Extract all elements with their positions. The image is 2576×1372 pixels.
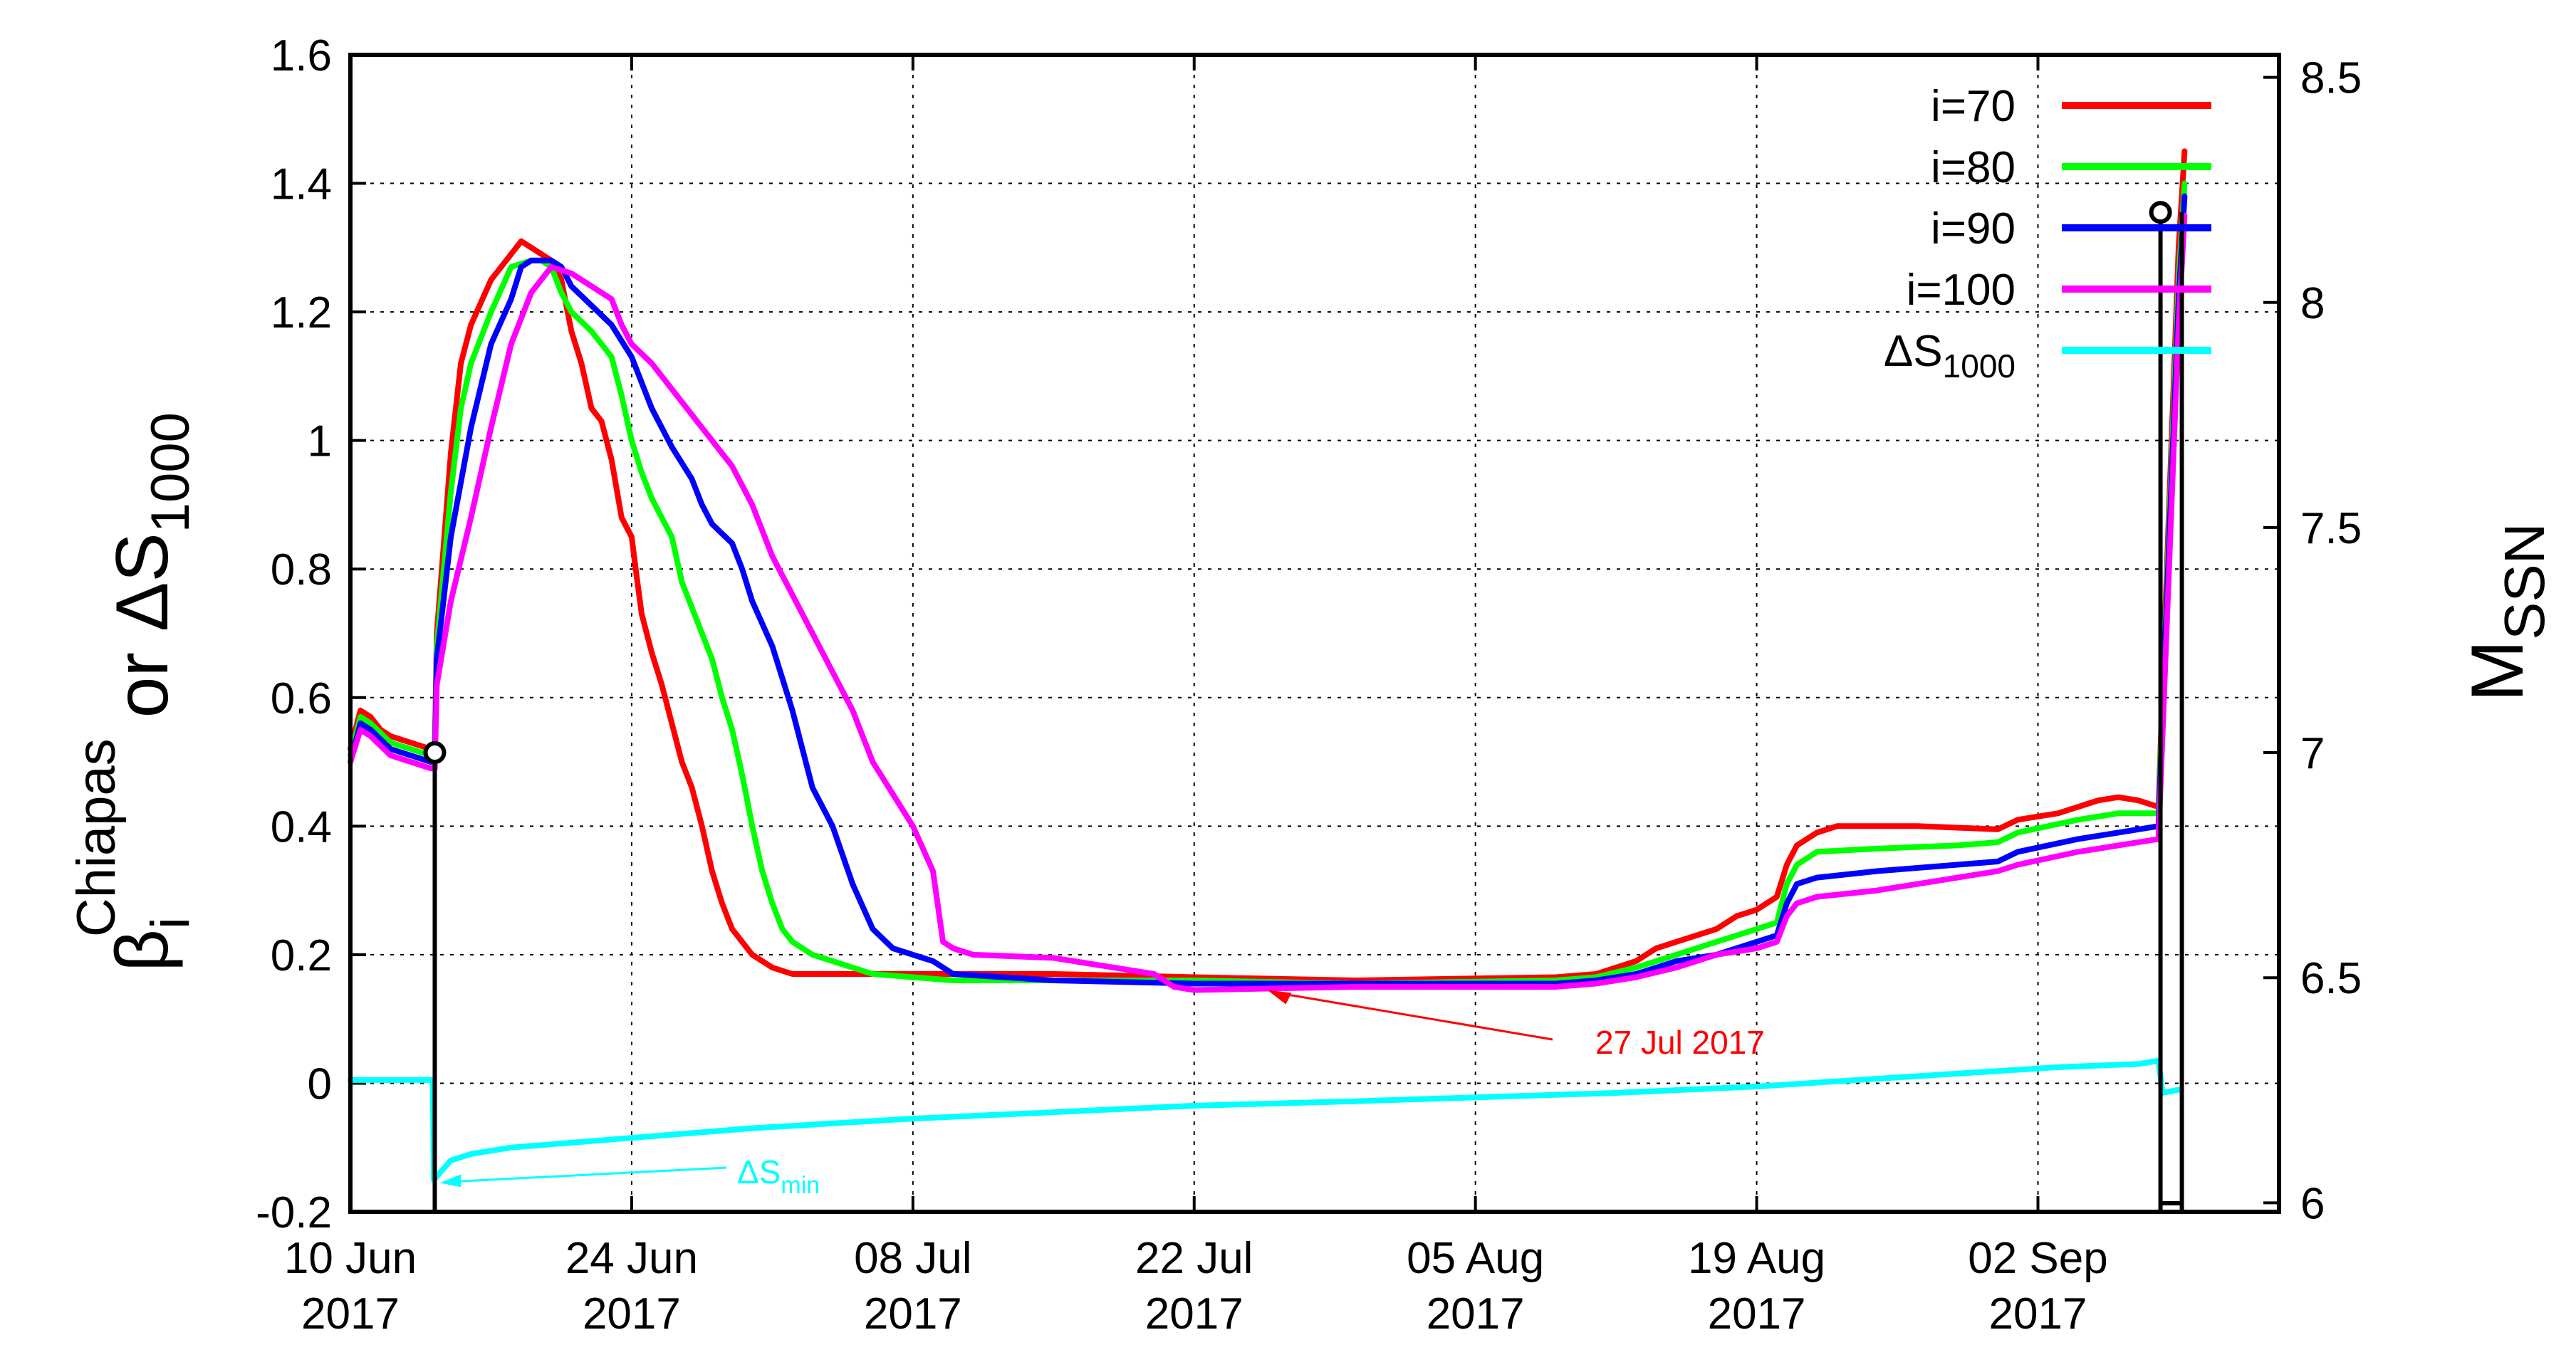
y-tick-label-right: 7.5 [2300,504,2362,553]
x-tick-label-year: 2017 [864,1289,962,1339]
series-lines [348,148,2188,1183]
legend-label-3: i=100 [1907,266,2016,315]
y-tick-label-left: 0.8 [271,545,332,595]
y-title-right-sub: SSN [2493,523,2556,640]
y-tick-label-left: -0.2 [256,1188,332,1237]
y-tick-label-left: 0 [308,1059,332,1109]
annotation-arrow-date [1286,993,1553,1041]
x-tick-label-date: 22 Jul [1135,1234,1253,1283]
y-tick-label-left: 0.6 [271,674,332,723]
y-tick-label-right: 8.5 [2300,54,2362,103]
legend-label-1: i=80 [1931,143,2016,192]
annotation-dsmin-label: ΔSmin [737,1153,820,1199]
y-tick-label-left: 0.2 [271,931,332,980]
y-tick-label-left: 0.4 [271,802,332,852]
y-tick-label-left: 1 [308,417,332,466]
y-tick-label-right: 7 [2300,729,2325,778]
y-title-or: or ΔS [101,533,184,738]
y-tick-label-right: 6 [2300,1179,2325,1228]
series-line-0 [348,148,2188,983]
annotation-date-label: 27 Jul 2017 [1595,1024,1765,1061]
legend: i=70 i=80 i=90 i=100 ΔS1000 [1884,82,2211,384]
annotation-arrowhead-dsmin [439,1174,462,1188]
y-tick-label-left: 1.2 [271,288,332,337]
legend-label-0: i=70 [1931,82,2016,131]
x-tick-label-date: 02 Sep [1968,1234,2108,1283]
x-tick-label-date: 24 Jun [565,1234,698,1283]
annotations: 27 Jul 2017 ΔSmin [439,990,1765,1199]
y-title-beta: β [101,929,184,972]
legend-label-2: i=90 [1931,204,2016,253]
x-tick-label-date: 10 Jun [284,1234,417,1283]
series-line-4 [348,1057,2181,1183]
series-line-3 [348,212,2188,993]
y-axis-title-left: βi Chiapas or ΔS1000 [66,412,201,972]
y-title-right-main: M [2456,640,2539,702]
y-tick-label-left: 1.6 [271,31,332,80]
legend-label-4: ΔS1000 [1884,327,2016,384]
series-line-1 [348,180,2188,987]
magnitude-markers [423,201,2184,1212]
y-axis-title-right: MSSN [2456,523,2556,701]
x-tick-label-year: 2017 [1989,1289,2087,1339]
x-tick-label-date: 05 Aug [1407,1234,1544,1283]
y-title-beta-sup: Chiapas [66,738,127,937]
series-line-2 [348,193,2188,987]
annotation-arrow-dsmin [457,1166,727,1183]
x-tick-label-year: 2017 [1145,1289,1243,1339]
svg-text:βiChiapas or ΔS1000: βi Chiapas or ΔS1000 [66,412,201,972]
x-tick-label-year: 2017 [301,1289,400,1339]
grid-lines [350,55,2279,1212]
x-tick-label-year: 2017 [1708,1289,1806,1339]
plot-frame [348,53,2281,1214]
axis-ticks [349,53,2279,1213]
y-tick-label-right: 8 [2300,279,2325,328]
x-tick-label-year: 2017 [1427,1289,1525,1339]
svg-text:MSSN: MSSN [2456,523,2556,701]
tick-labels: -0.2 0 0.2 0.4 0.6 0.8 1 1.2 1.4 1.6 6 6.5 7 7.5 8 8.5 1… [256,31,2362,1339]
y-tick-label-left: 1.4 [271,160,332,209]
magnitude-marker-1 [2149,201,2172,224]
annotation-arrowhead-date [1267,990,1292,1005]
y-tick-label-right: 6.5 [2300,954,2362,1003]
x-tick-label-date: 19 Aug [1688,1234,1825,1283]
y-title-beta-sub: i [140,917,201,929]
x-tick-label-year: 2017 [583,1289,681,1339]
magnitude-marker-0 [423,741,447,765]
x-tick-label-date: 08 Jul [854,1234,971,1283]
y-title-or-sub: 1000 [140,412,201,533]
